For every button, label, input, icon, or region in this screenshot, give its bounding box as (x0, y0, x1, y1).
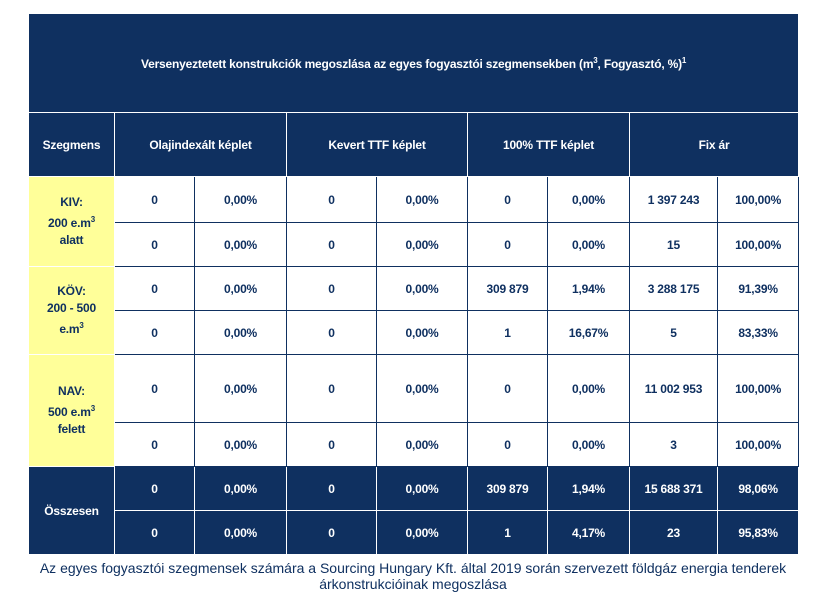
total-row: 0 0,00% 0 0,00% 1 4,17% 23 95,83% (29, 510, 800, 555)
table-cell: 3 (629, 422, 718, 467)
table-cell: 0 (114, 266, 195, 311)
table-cell: 0,00% (376, 310, 468, 355)
table-cell: 0 (114, 354, 195, 423)
table-cell: 309 879 (467, 266, 548, 311)
total-row: Összesen 0 0,00% 0 0,00% 309 879 1,94% 15 688 3… (28, 466, 800, 555)
total-cell: 0 (286, 466, 377, 511)
total-cell: 0 (114, 510, 195, 555)
table-cell: 0 (286, 176, 377, 223)
table-cell: 0,00% (376, 222, 468, 267)
table-cell: 0 (286, 266, 377, 311)
table-cell: 0,00% (194, 222, 287, 267)
total-cell: 0,00% (376, 466, 468, 511)
table-cell: 1 397 243 (629, 176, 718, 223)
total-cell: 95,83% (716, 510, 800, 555)
total-label: Összesen (28, 466, 115, 555)
table-cell: 83,33% (716, 310, 800, 355)
table-cell: 0 (114, 310, 195, 355)
table-cell: 1 (467, 310, 548, 355)
table-cell: 0 (114, 422, 195, 467)
total-cell: 98,06% (716, 466, 800, 511)
table-cell: 0,00% (547, 422, 630, 467)
table-cell: 0,00% (376, 354, 468, 423)
total-cell: 0 (114, 466, 195, 511)
total-cell: 1 (467, 510, 548, 555)
total-cell: 4,17% (547, 510, 630, 555)
table-cell: 0 (286, 422, 377, 467)
table-cell: 0 (467, 222, 548, 267)
table-cell: 0 (286, 354, 377, 423)
header-fixed-price: Fix ár (628, 112, 800, 177)
header-100-ttf: 100% TTF képlet (467, 112, 630, 177)
table-cell: 0,00% (547, 176, 630, 223)
table-cell: 0 (467, 422, 548, 467)
segment-label: KÖV: 200 - 500 e.m3 (28, 266, 115, 355)
table-cell: 0,00% (194, 176, 287, 223)
table-cell: 100,00% (716, 222, 800, 267)
table-cell: 100,00% (716, 176, 800, 223)
total-cell: 0 (286, 510, 377, 555)
table-cell: 0 (286, 310, 377, 355)
table-row: 0 0,00% 0 0,00% 0 0,00% 15 100,00% (29, 222, 800, 267)
header-mixed-ttf: Kevert TTF képlet (286, 112, 468, 177)
segment-distribution-table: Versenyeztetett konstrukciók megoszlása … (27, 13, 800, 555)
table-cell: 0,00% (547, 222, 630, 267)
table-cell: 3 288 175 (629, 266, 718, 311)
table-cell: 0,00% (194, 422, 287, 467)
table-cell: 100,00% (716, 354, 800, 423)
table-cell: 0 (114, 222, 195, 267)
table-row: 0 0,00% 0 0,00% 1 16,67% 5 83,33% (29, 310, 800, 355)
segment-label: KIV: 200 e.m3 alatt (28, 176, 115, 267)
table-title: Versenyeztetett konstrukciók megoszlása … (27, 13, 800, 113)
total-cell: 0,00% (194, 466, 287, 511)
total-cell: 1,94% (547, 466, 630, 511)
table-cell: 0 (286, 222, 377, 267)
table-row: NAV: 500 e.m3 felett 0 0,00% 0 0,00% 0 0,00% 11 0… (28, 354, 800, 467)
table-caption: Az egyes fogyasztói szegmensek számára a… (39, 560, 787, 592)
total-cell: 23 (629, 510, 718, 555)
total-cell: 15 688 371 (629, 466, 718, 511)
header-oil-indexed: Olajindexált képlet (114, 112, 287, 177)
table-cell: 16,67% (547, 310, 630, 355)
table-cell: 100,00% (716, 422, 800, 467)
table-row: KIV: 200 e.m3 alatt 0 0,00% 0 0,00% 0 0,00% 1 397… (28, 176, 800, 267)
table-cell: 0,00% (376, 176, 468, 223)
table-cell: 5 (629, 310, 718, 355)
table-cell: 0,00% (194, 310, 287, 355)
table-cell: 0 (114, 176, 195, 223)
table-cell: 0,00% (376, 266, 468, 311)
table-cell: 0,00% (376, 422, 468, 467)
table-cell: 0,00% (547, 354, 630, 423)
table-cell: 0,00% (194, 354, 287, 423)
table-row: KÖV: 200 - 500 e.m3 0 0,00% 0 0,00% 309 879 1,94… (28, 266, 800, 355)
total-cell: 0,00% (376, 510, 468, 555)
table-cell: 0 (467, 176, 548, 223)
table-cell: 15 (629, 222, 718, 267)
table-cell: 0 (467, 354, 548, 423)
table-cell: 1,94% (547, 266, 630, 311)
table-cell: 0,00% (194, 266, 287, 311)
table-row: 0 0,00% 0 0,00% 0 0,00% 3 100,00% (29, 422, 800, 467)
table-cell: 91,39% (716, 266, 800, 311)
segment-label: NAV: 500 e.m3 felett (28, 354, 115, 467)
table-cell: 11 002 953 (629, 354, 718, 423)
total-cell: 0,00% (194, 510, 287, 555)
total-cell: 309 879 (467, 466, 548, 511)
header-segment: Szegmens (28, 112, 115, 177)
